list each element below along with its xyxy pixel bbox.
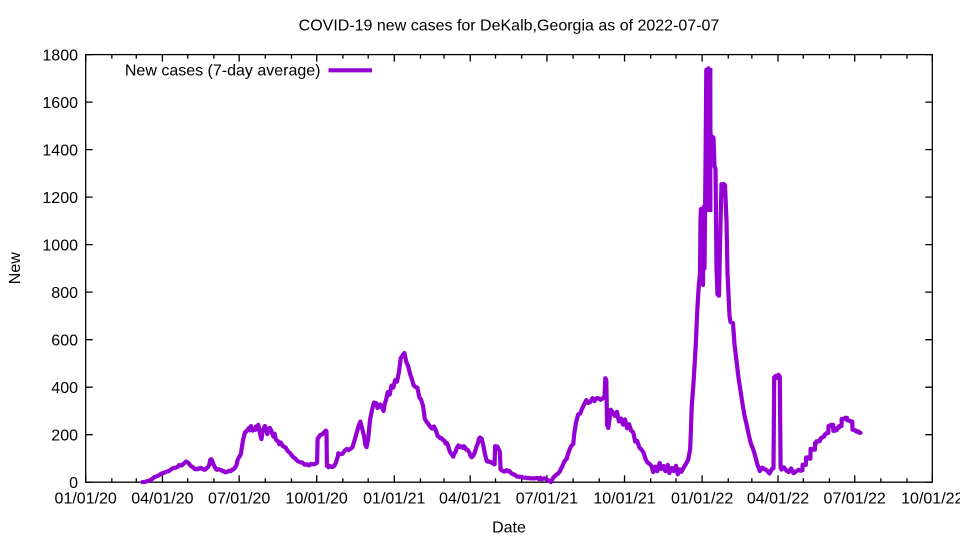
svg-text:01/01/20: 01/01/20 (55, 491, 117, 508)
svg-text:01/01/21: 01/01/21 (363, 491, 425, 508)
svg-text:07/01/20: 07/01/20 (208, 491, 270, 508)
svg-text:400: 400 (51, 380, 78, 397)
svg-text:New cases (7-day average): New cases (7-day average) (125, 63, 321, 80)
svg-text:1800: 1800 (42, 48, 78, 65)
svg-text:10/01/20: 10/01/20 (286, 491, 348, 508)
svg-text:New: New (7, 252, 24, 284)
svg-text:COVID-19 new cases for DeKalb,: COVID-19 new cases for DeKalb,Georgia as… (299, 17, 720, 34)
svg-text:04/01/21: 04/01/21 (439, 491, 501, 508)
svg-text:04/01/20: 04/01/20 (131, 491, 193, 508)
svg-text:1200: 1200 (42, 190, 78, 207)
svg-text:07/01/22: 07/01/22 (824, 491, 886, 508)
svg-text:04/01/22: 04/01/22 (747, 491, 809, 508)
svg-text:10/01/21: 10/01/21 (593, 491, 655, 508)
svg-text:Date: Date (492, 519, 526, 536)
svg-text:800: 800 (51, 285, 78, 302)
svg-text:200: 200 (51, 428, 78, 445)
svg-text:600: 600 (51, 333, 78, 350)
svg-text:1400: 1400 (42, 143, 78, 160)
svg-text:10/01/22: 10/01/22 (901, 491, 960, 508)
svg-text:1000: 1000 (42, 238, 78, 255)
svg-text:1600: 1600 (42, 95, 78, 112)
svg-text:07/01/21: 07/01/21 (516, 491, 578, 508)
svg-text:0: 0 (69, 475, 78, 492)
svg-text:01/01/22: 01/01/22 (671, 491, 733, 508)
